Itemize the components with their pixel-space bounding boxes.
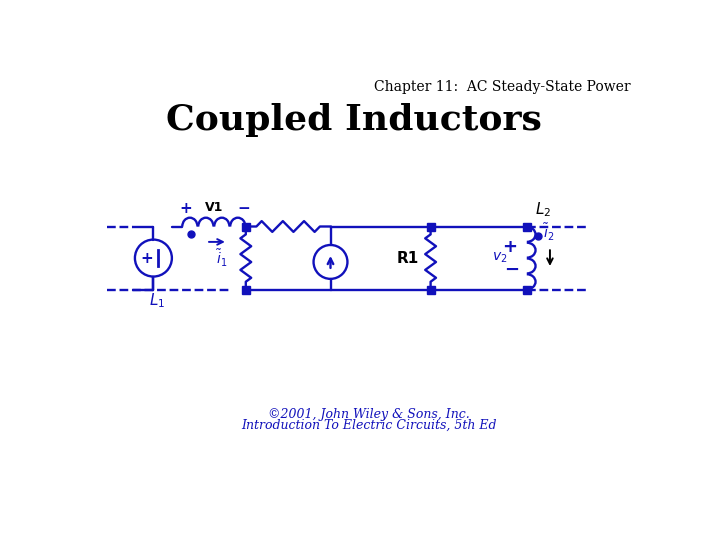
Text: +: + [503,238,518,256]
Text: R1: R1 [397,251,418,266]
Text: +: + [179,201,192,217]
Text: $L_1$: $L_1$ [149,291,166,310]
Text: ©2001, John Wiley & Sons, Inc.: ©2001, John Wiley & Sons, Inc. [268,408,470,421]
Text: Introduction To Electric Circuits, 5th Ed: Introduction To Electric Circuits, 5th E… [241,418,497,431]
Text: $\tilde{i}_2$: $\tilde{i}_2$ [543,221,554,242]
Text: −: − [238,201,251,217]
Text: −: − [504,261,519,279]
Text: $v_2$: $v_2$ [492,251,508,265]
Text: V1: V1 [204,201,223,214]
Text: $\tilde{i}_1$: $\tilde{i}_1$ [216,248,228,269]
Text: Coupled Inductors: Coupled Inductors [166,103,541,137]
Text: Chapter 11:  AC Steady-State Power: Chapter 11: AC Steady-State Power [374,80,631,94]
Text: $L_2$: $L_2$ [534,200,551,219]
Text: +: + [140,251,153,266]
